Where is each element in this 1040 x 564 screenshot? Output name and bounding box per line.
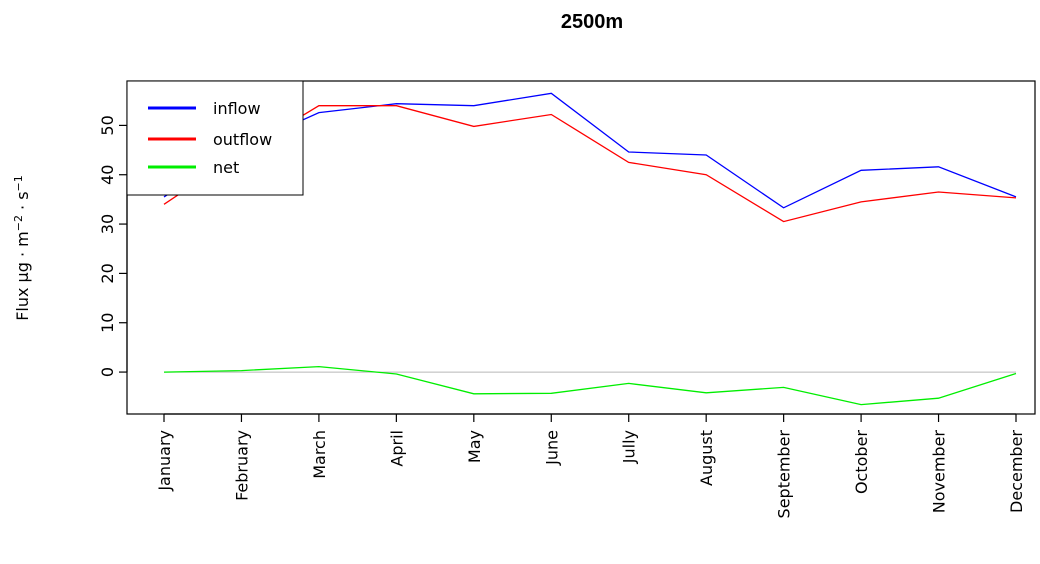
y-tick-label: 10 <box>98 313 117 333</box>
series-group <box>163 92 1017 406</box>
y-axis-label-main: Flux µg · m <box>13 231 32 321</box>
y-axis-label-mid: · s <box>13 191 32 215</box>
x-tick-label: April <box>387 430 406 467</box>
y-tick-label: 50 <box>98 115 117 135</box>
x-tick-label: December <box>1007 430 1026 513</box>
x-tick-label: March <box>310 430 329 479</box>
x-tick-label: February <box>232 430 251 501</box>
legend-label-net: net <box>213 158 239 177</box>
y-axis-label: Flux µg · m−2 · s−1 <box>12 175 32 321</box>
x-tick-label: September <box>775 430 794 519</box>
x-axis: January February March April May June Jully Aug… <box>155 413 1026 519</box>
y-axis-label-exp2: −1 <box>12 175 25 191</box>
legend-label-inflow: inflow <box>213 99 261 118</box>
x-tick-label: May <box>465 430 484 463</box>
y-tick-label: 30 <box>98 214 117 234</box>
y-tick-label: 20 <box>98 263 117 283</box>
x-tick-label: January <box>155 430 174 492</box>
x-tick-label: Jully <box>620 430 639 464</box>
y-axis: 0 10 20 30 40 50 <box>98 115 128 377</box>
x-tick-label: June <box>542 430 561 466</box>
legend: inflow outflow net <box>126 80 304 196</box>
y-tick-label: 40 <box>98 165 117 185</box>
x-tick-label: October <box>852 430 871 494</box>
y-axis-label-exp1: −2 <box>12 215 25 231</box>
legend-label-outflow: outflow <box>213 130 272 149</box>
chart-title: 2500m <box>561 11 623 33</box>
series-line-inflow <box>163 92 1017 209</box>
x-tick-label: August <box>697 430 716 486</box>
y-tick-label: 0 <box>98 367 117 377</box>
x-tick-label: November <box>930 430 949 514</box>
series-line-net <box>163 365 1017 406</box>
series-line-outflow <box>163 105 1017 223</box>
